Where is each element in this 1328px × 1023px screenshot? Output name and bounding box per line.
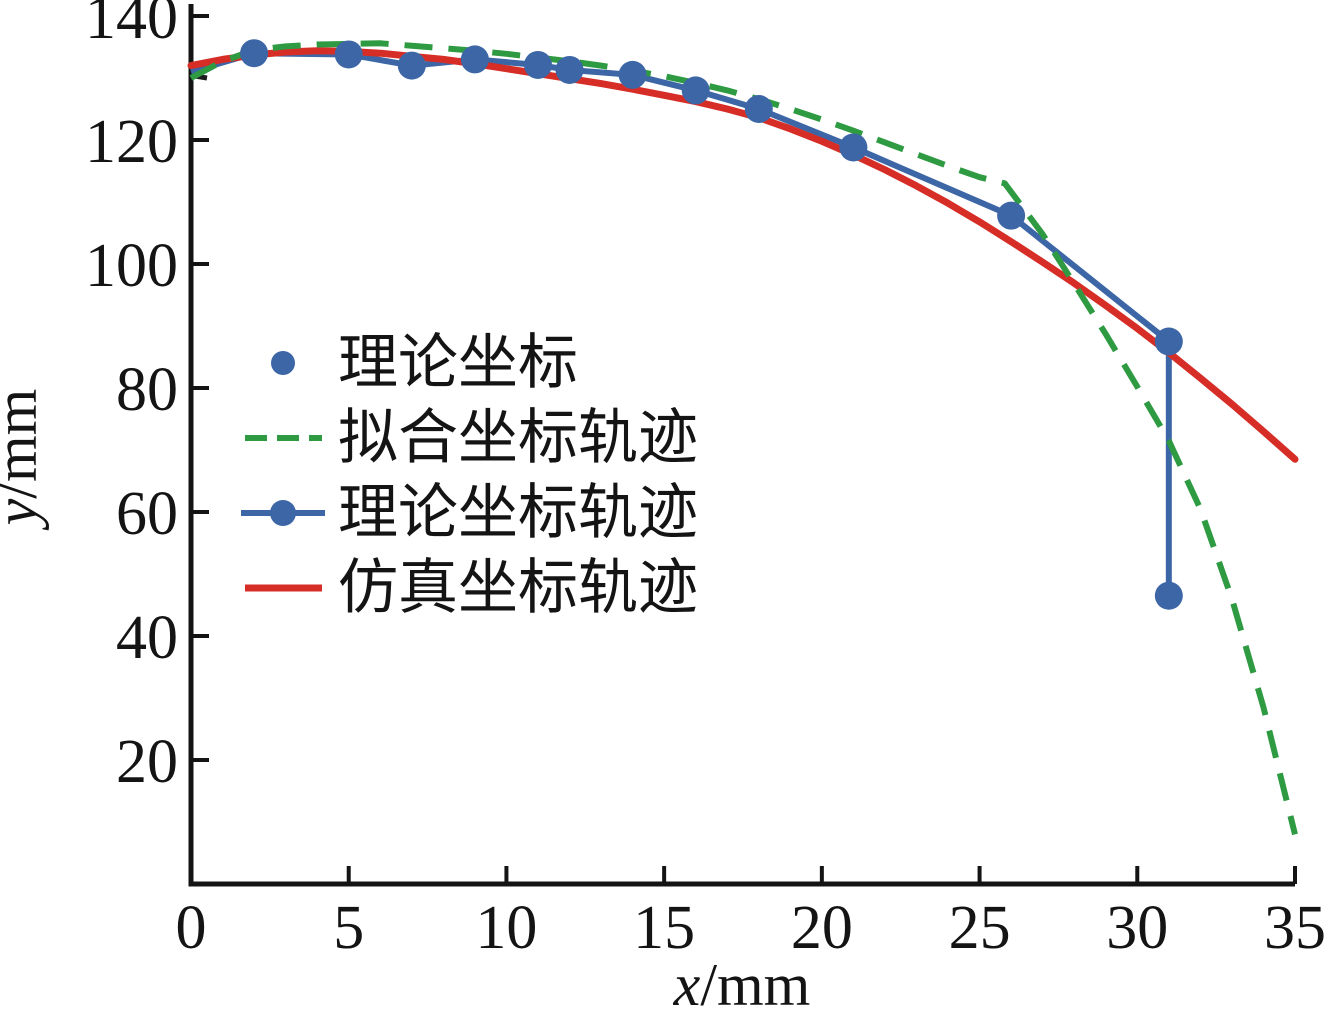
legend-label: 理论坐标轨迹 (338, 478, 698, 548)
legend-label: 仿真坐标轨迹 (338, 553, 698, 623)
legend-row: 理论坐标 (271, 328, 578, 398)
y-axis-title: y/mm (0, 389, 49, 532)
y-tick-label: 80 (116, 356, 178, 424)
x-tick-label: 25 (949, 894, 1011, 962)
x-tick-label: 0 (176, 894, 207, 962)
x-axis-title: x/mm (673, 952, 811, 1018)
series-simulation-trajectory-line (187, 47, 1299, 463)
x-tick-label: 10 (475, 894, 537, 962)
y-tick-label: 40 (116, 604, 178, 672)
x-tick-label: 35 (1264, 894, 1326, 962)
x-tick-label: 5 (333, 894, 364, 962)
data-point (997, 201, 1026, 230)
data-point (240, 39, 269, 68)
legend-label: 拟合坐标轨迹 (338, 403, 698, 473)
x-tick-label: 15 (633, 894, 695, 962)
legend-marker-dot-icon (271, 351, 295, 375)
data-point (618, 60, 647, 89)
legend-row: 理论坐标轨迹 (241, 478, 698, 548)
data-point (334, 40, 363, 69)
x-tick-label: 20 (791, 894, 853, 962)
data-point (397, 51, 426, 80)
y-tick-label: 140 (85, 0, 178, 52)
data-point (681, 76, 710, 105)
y-tick-label: 60 (116, 480, 178, 548)
y-tick-label: 100 (85, 232, 178, 300)
series-fitted-trajectory-line (189, 40, 1298, 836)
data-point (1154, 581, 1183, 610)
data-point (839, 133, 868, 162)
series-layer (187, 39, 1299, 836)
axes-layer: 0 5 10 15 20 25 30 35 20 40 60 80 100 120 140 (85, 0, 1326, 962)
legend-row: 仿真坐标轨迹 (245, 553, 698, 623)
data-point (460, 45, 489, 74)
y-tick-label: 20 (116, 728, 178, 796)
x-tick-label: 30 (1106, 894, 1168, 962)
legend-label: 理论坐标 (338, 328, 578, 398)
legend-row: 拟合坐标轨迹 (245, 403, 698, 473)
data-point (1154, 327, 1183, 356)
data-point (523, 50, 552, 79)
y-tick-label: 120 (85, 108, 178, 176)
data-point (555, 55, 584, 84)
legend-marker-line-dot-icon (270, 500, 296, 526)
data-point (744, 95, 773, 123)
